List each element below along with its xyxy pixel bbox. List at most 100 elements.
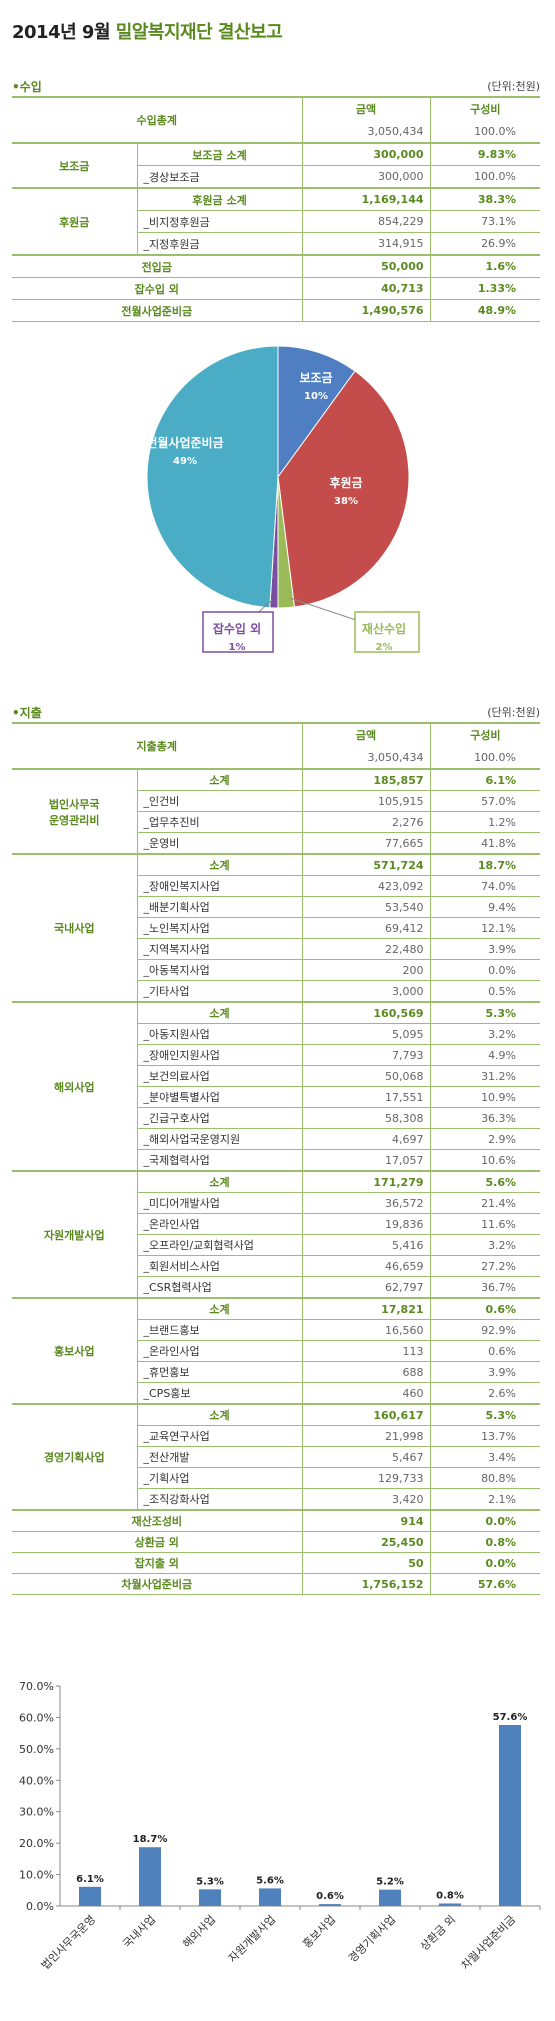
expense-row: _운영비 77,665 41.8% bbox=[12, 832, 541, 855]
expense-row: _아동복지사업 200 0.0% bbox=[12, 959, 541, 981]
income-unit-label: (단위:천원) bbox=[487, 80, 540, 93]
income-single-row: 전월사업준비금 1,490,576 48.9% bbox=[12, 299, 541, 322]
income-pie-chart: 보조금 10% 후원금 38% 재산수입 2% 잡수입 외 1% 전월사업준비금 49% bbox=[146, 345, 420, 653]
expense-item-ratio: 74.0% bbox=[430, 875, 541, 897]
expense-row: _국제협력사업 17,057 10.6% bbox=[12, 1149, 541, 1172]
pie-slice bbox=[277, 345, 356, 479]
x-tick-label: 상환금 외 bbox=[418, 1913, 458, 1953]
bar bbox=[379, 1889, 401, 1906]
expense-item-amount: 17,821 bbox=[302, 1298, 431, 1320]
pie-slice bbox=[146, 345, 279, 609]
bar-value-label: 5.2% bbox=[376, 1877, 404, 1888]
expense-group-label: 자원개발사업 bbox=[12, 1171, 138, 1299]
income-item-label: 후원금 소계 bbox=[137, 188, 303, 211]
income-item-ratio: 9.83% bbox=[430, 143, 541, 166]
income-total-label: 수입총계 bbox=[12, 96, 303, 144]
expense-item-ratio: 10.6% bbox=[430, 1149, 541, 1172]
expense-item-amount: 113 bbox=[302, 1340, 431, 1362]
expense-row: 국내사업 소계 571,724 18.7% bbox=[12, 854, 541, 1003]
income-col-ratio: 구성비 bbox=[430, 96, 541, 120]
expense-item-amount: 3,420 bbox=[302, 1488, 431, 1511]
expense-item-amount: 50,068 bbox=[302, 1065, 431, 1087]
expense-item-label: _해외사업국운영지원 bbox=[137, 1128, 303, 1150]
bar bbox=[439, 1903, 461, 1906]
expense-item-amount: 160,617 bbox=[302, 1404, 431, 1426]
bar bbox=[139, 1847, 161, 1906]
expense-item-label: _지역복지사업 bbox=[137, 938, 303, 960]
expense-item-label: _조직강화사업 bbox=[137, 1488, 303, 1511]
expense-item-ratio: 5.3% bbox=[430, 1404, 541, 1426]
expense-item-amount: 2,276 bbox=[302, 811, 431, 833]
y-tick-label: 20.0% bbox=[19, 1837, 54, 1850]
expense-item-ratio: 5.3% bbox=[430, 1002, 541, 1024]
expense-item-amount: 7,793 bbox=[302, 1044, 431, 1066]
expense-group-label-line: 홍보사업 bbox=[54, 1345, 95, 1358]
pie-slice-label: 재산수입 bbox=[362, 621, 406, 636]
income-single-label: 전월사업준비금 bbox=[12, 299, 303, 322]
expense-item-label: 소계 bbox=[137, 1298, 303, 1320]
bar-value-label: 18.7% bbox=[133, 1834, 168, 1845]
y-tick-label: 40.0% bbox=[19, 1774, 54, 1787]
expense-single-amount: 25,450 bbox=[302, 1531, 431, 1553]
expense-item-label: _CSR협력사업 bbox=[137, 1276, 303, 1299]
expense-row: _기타사업 3,000 0.5% bbox=[12, 980, 541, 1003]
y-tick-label: 10.0% bbox=[19, 1869, 54, 1882]
income-total-row: 3,050,434 100.0% bbox=[12, 120, 541, 144]
income-col-amount: 금액 bbox=[302, 96, 431, 120]
expense-item-label: _배분기획사업 bbox=[137, 896, 303, 918]
expense-item-amount: 160,569 bbox=[302, 1002, 431, 1024]
expense-item-label: _회원서비스사업 bbox=[137, 1255, 303, 1277]
expense-item-label: _운영비 bbox=[137, 832, 303, 855]
x-tick-label: 법인사무국운영 bbox=[39, 1913, 98, 1972]
expense-row: _장애인지원사업 7,793 4.9% bbox=[12, 1044, 541, 1066]
income-header-row: 수입총계 금액 구성비 bbox=[12, 96, 541, 144]
income-single-ratio: 1.6% bbox=[430, 255, 541, 278]
expense-total-ratio: 100.0% bbox=[430, 746, 541, 770]
expense-item-ratio: 3.4% bbox=[430, 1446, 541, 1468]
expense-item-amount: 22,480 bbox=[302, 938, 431, 960]
income-total-amount: 3,050,434 bbox=[302, 120, 431, 144]
expense-item-label: _온라인사업 bbox=[137, 1213, 303, 1235]
x-tick-label: 해외사업 bbox=[180, 1912, 219, 1951]
expense-item-amount: 21,998 bbox=[302, 1425, 431, 1447]
pie-label-box bbox=[354, 611, 420, 653]
pie-leader-line bbox=[289, 597, 363, 623]
expense-item-label: 소계 bbox=[137, 1002, 303, 1024]
bar bbox=[79, 1886, 101, 1906]
expense-table: 지출총계 금액 구성비 3,050,434 100.0% 법인사무국 운영관리비 소계 185,… bbox=[12, 722, 541, 1595]
expense-single-row: 상환금 외 25,450 0.8% bbox=[12, 1531, 541, 1553]
expense-item-ratio: 36.3% bbox=[430, 1107, 541, 1129]
expense-item-label: _인건비 bbox=[137, 790, 303, 812]
pie-label-box bbox=[202, 611, 274, 653]
expense-item-ratio: 0.5% bbox=[430, 980, 541, 1003]
income-item-label: _비지정후원금 bbox=[137, 210, 303, 233]
expense-row: _전산개발 5,467 3.4% bbox=[12, 1446, 541, 1468]
pie-slice-label: 전월사업준비금 bbox=[146, 435, 223, 450]
expense-item-label: _아동복지사업 bbox=[137, 959, 303, 981]
expense-single-ratio: 0.0% bbox=[430, 1510, 541, 1532]
expense-item-ratio: 13.7% bbox=[430, 1425, 541, 1447]
expense-row: _업무추진비 2,276 1.2% bbox=[12, 811, 541, 833]
expense-group-label-line: 자원개발사업 bbox=[43, 1228, 105, 1242]
expense-item-ratio: 18.7% bbox=[430, 854, 541, 876]
expense-item-ratio: 2.1% bbox=[430, 1488, 541, 1511]
income-item-amount: 300,000 bbox=[302, 143, 431, 166]
expense-item-ratio: 27.2% bbox=[430, 1255, 541, 1277]
expense-item-label: 소계 bbox=[137, 1404, 303, 1426]
expense-group-label-line: 해외사업 bbox=[54, 1080, 95, 1094]
expense-item-label: _업무추진비 bbox=[137, 811, 303, 833]
expense-item-amount: 16,560 bbox=[302, 1319, 431, 1341]
pie-slice-pct-label: 38% bbox=[334, 496, 358, 507]
expense-item-label: _온라인사업 bbox=[137, 1340, 303, 1362]
income-row: 보조금 보조금 소계 300,000 9.83% bbox=[12, 143, 541, 189]
income-section-label: •수입 bbox=[12, 80, 42, 94]
pie-slice-label: 후원금 bbox=[329, 475, 362, 490]
expense-group-label-line: 경영기획사업 bbox=[43, 1451, 105, 1464]
expense-header-row: 지출총계 금액 구성비 bbox=[12, 722, 541, 770]
expense-row: _분야별특별사업 17,551 10.9% bbox=[12, 1086, 541, 1108]
expense-item-ratio: 5.6% bbox=[430, 1171, 541, 1193]
income-group-label: 보조금 bbox=[12, 143, 138, 189]
expense-single-amount: 50 bbox=[302, 1552, 431, 1574]
income-item-label: _경상보조금 bbox=[137, 165, 303, 189]
expense-item-amount: 5,416 bbox=[302, 1234, 431, 1256]
